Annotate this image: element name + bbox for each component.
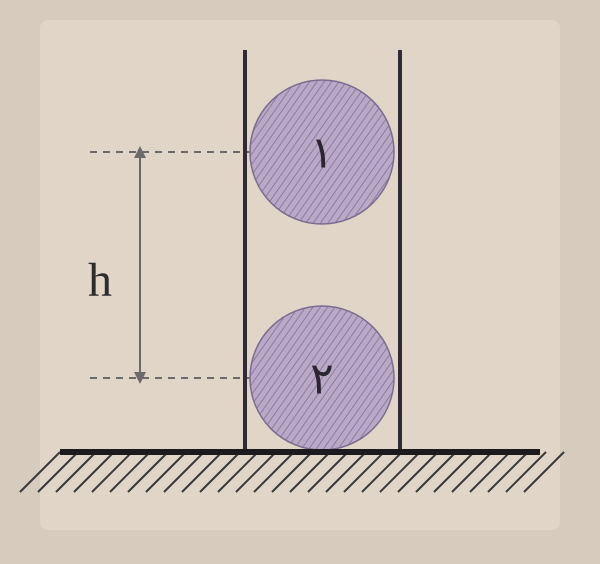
ball-2: ٢ [250, 306, 394, 450]
ball-1: ١ [250, 80, 394, 224]
ball-1-label: ١ [310, 129, 334, 178]
dimension-label: h [88, 254, 112, 307]
physics-diagram: h ١ ٢ [0, 0, 600, 564]
ball-2-label: ٢ [310, 355, 334, 404]
